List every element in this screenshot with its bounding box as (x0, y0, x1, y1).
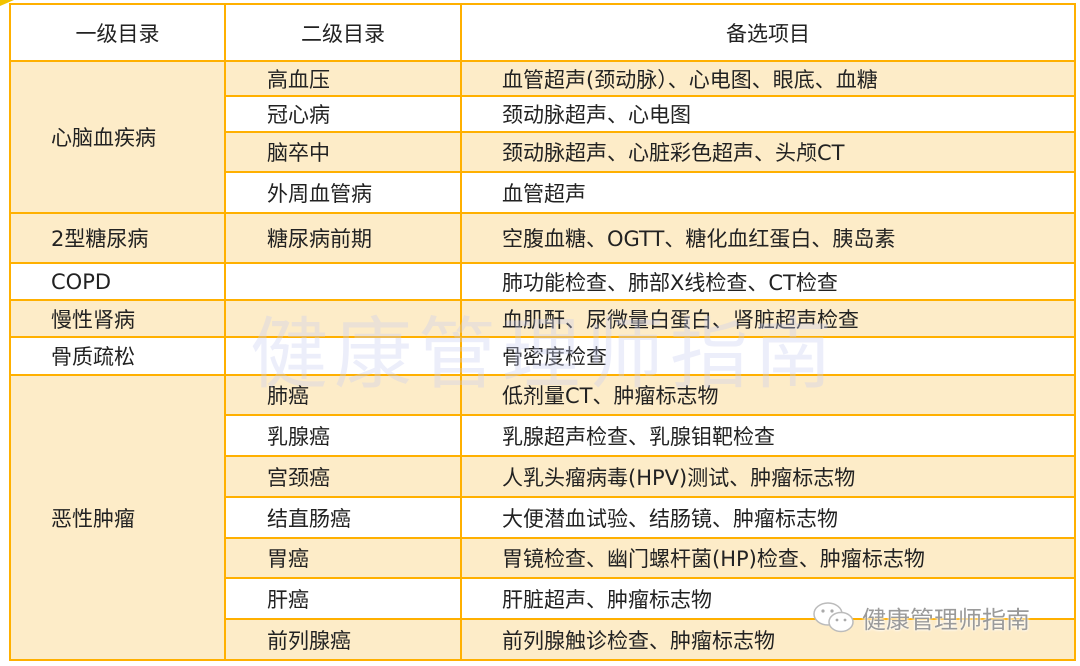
table-row: 脑卒中 颈动脉超声、心脏彩色超声、头颅CT (10, 131, 1076, 173)
screening-items-cell: 肝脏超声、肿瘤标志物 (460, 577, 1076, 620)
table-row: 慢性肾病 血肌酐、尿微量白蛋白、肾脏超声检查 (9, 299, 1076, 338)
screening-items-cell: 骨密度检查 (460, 336, 1076, 376)
screening-items-cell: 前列腺触诊检查、肿瘤标志物 (460, 618, 1076, 661)
secondary-category-cell: 肺癌 (224, 374, 462, 416)
screening-items-cell: 空腹血糖、OGTT、糖化血红蛋白、胰岛素 (460, 212, 1076, 264)
logo: 健康管理师指南 (812, 600, 1030, 635)
header-secondary: 二级目录 (224, 3, 462, 62)
table-row: 骨质疏松 骨密度检查 (9, 336, 1076, 376)
screening-items-cell: 低剂量CT、肿瘤标志物 (460, 374, 1076, 416)
primary-category-cell: 恶性肿瘤 (9, 374, 226, 661)
screening-items-cell: 肺功能检查、肺部X线检查、CT检查 (460, 262, 1076, 301)
logo-text: 健康管理师指南 (862, 606, 1030, 634)
header-row: 一级目录 二级目录 备选项目 (9, 3, 1076, 62)
table-row: 恶性肿瘤 肺癌 低剂量CT、肿瘤标志物 (9, 374, 1076, 661)
table-row: 冠心病 颈动脉超声、心电图 (10, 95, 1076, 133)
secondary-category-cell: 前列腺癌 (224, 618, 462, 661)
table-row: 乳腺癌 乳腺超声检查、乳腺钼靶检查 (10, 414, 1076, 457)
table-row: 肝癌 肝脏超声、肿瘤标志物 (10, 577, 1076, 620)
secondary-category-cell (224, 299, 462, 338)
screening-items-cell: 人乳头瘤病毒(HPV)测试、肿瘤标志物 (460, 455, 1076, 498)
secondary-category-cell (224, 336, 462, 376)
screening-items-cell: 乳腺超声检查、乳腺钼靶检查 (460, 414, 1076, 457)
primary-category-cell: COPD (9, 262, 226, 301)
table-row: 宫颈癌 人乳头瘤病毒(HPV)测试、肿瘤标志物 (10, 455, 1076, 498)
header-items: 备选项目 (460, 3, 1076, 62)
screening-items-cell: 大便潜血试验、结肠镜、肿瘤标志物 (460, 496, 1076, 539)
table-body: 心脑血疾病 高血压 血管超声(颈动脉）、心电图、眼底、血糖 冠心病 颈动脉超声、心电图脑… (9, 60, 1076, 661)
primary-category-cell: 2型糖尿病 (9, 212, 226, 264)
secondary-category-cell (224, 262, 462, 301)
secondary-category-cell: 乳腺癌 (224, 414, 462, 457)
screening-items-cell: 颈动脉超声、心电图 (460, 95, 1076, 133)
table-row: 心脑血疾病 高血压 血管超声(颈动脉）、心电图、眼底、血糖 (9, 60, 1076, 214)
table-row: 胃癌 胃镜检查、幽门螺杆菌(HP)检查、肿瘤标志物 (10, 537, 1076, 579)
screening-items-cell: 颈动脉超声、心脏彩色超声、头颅CT (460, 131, 1076, 173)
corner-mark (0, 0, 14, 6)
secondary-category-cell: 高血压 (224, 60, 462, 97)
secondary-category-cell: 脑卒中 (224, 131, 462, 173)
primary-category-cell: 骨质疏松 (9, 336, 226, 376)
table-row: 外周血管病 血管超声 (10, 171, 1076, 214)
table-row: 结直肠癌 大便潜血试验、结肠镜、肿瘤标志物 (10, 496, 1076, 539)
screening-table: 一级目录 二级目录 备选项目 心脑血疾病 高血压 血管超声(颈动脉）、心电图、眼底、… (9, 3, 1076, 661)
screening-items-cell: 血管超声 (460, 171, 1076, 214)
wechat-icon (813, 601, 854, 632)
table-row: 前列腺癌 前列腺触诊检查、肿瘤标志物 (10, 618, 1076, 661)
header-primary: 一级目录 (9, 3, 226, 62)
table-row: COPD 肺功能检查、肺部X线检查、CT检查 (9, 262, 1076, 301)
primary-category-cell: 心脑血疾病 (9, 60, 226, 214)
table-row: 2型糖尿病 糖尿病前期 空腹血糖、OGTT、糖化血红蛋白、胰岛素 (9, 212, 1076, 264)
secondary-category-cell: 糖尿病前期 (224, 212, 462, 264)
secondary-category-cell: 冠心病 (224, 95, 462, 133)
secondary-category-cell: 宫颈癌 (224, 455, 462, 498)
secondary-category-cell: 外周血管病 (224, 171, 462, 214)
secondary-category-cell: 胃癌 (224, 537, 462, 579)
secondary-category-cell: 结直肠癌 (224, 496, 462, 539)
secondary-category-cell: 肝癌 (224, 577, 462, 620)
screening-items-cell: 血管超声(颈动脉）、心电图、眼底、血糖 (460, 60, 1076, 97)
screening-items-cell: 血肌酐、尿微量白蛋白、肾脏超声检查 (460, 299, 1076, 338)
primary-category-cell: 慢性肾病 (9, 299, 226, 338)
screening-items-cell: 胃镜检查、幽门螺杆菌(HP)检查、肿瘤标志物 (460, 537, 1076, 579)
